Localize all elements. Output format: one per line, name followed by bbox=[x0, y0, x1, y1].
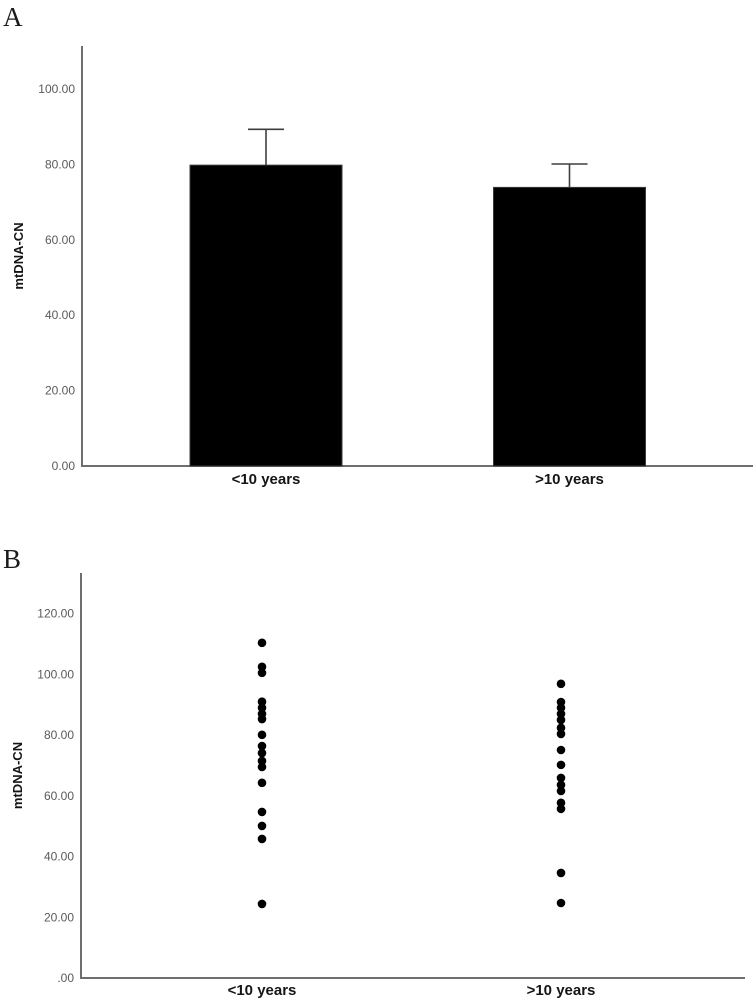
data-point bbox=[257, 662, 267, 672]
x-category-label: >10 years bbox=[527, 982, 596, 999]
data-point bbox=[257, 638, 267, 648]
y-tick-label: 0.00 bbox=[52, 459, 76, 473]
y-tick-label: 20.00 bbox=[44, 910, 74, 924]
data-point bbox=[556, 745, 566, 755]
y-axis-title: mtDNA-CN bbox=[11, 222, 26, 289]
y-tick-label: 100.00 bbox=[37, 667, 74, 681]
data-point bbox=[556, 786, 566, 796]
data-point bbox=[257, 778, 267, 788]
data-point bbox=[257, 807, 267, 817]
y-axis-title: mtDNA-CN bbox=[10, 742, 25, 809]
data-point bbox=[556, 679, 566, 689]
panel-b-label: B bbox=[3, 544, 22, 574]
panel-a-label: A bbox=[3, 2, 23, 32]
data-point bbox=[257, 714, 267, 724]
data-point bbox=[556, 868, 566, 878]
bar bbox=[189, 164, 343, 467]
y-tick-label: 100.00 bbox=[38, 82, 75, 96]
y-tick-label: 80.00 bbox=[45, 157, 75, 171]
data-point bbox=[257, 834, 267, 844]
y-tick-label: 40.00 bbox=[45, 308, 75, 322]
y-tick-label: 120.00 bbox=[37, 607, 74, 621]
data-point bbox=[257, 730, 267, 740]
data-point bbox=[556, 760, 566, 770]
data-point bbox=[257, 899, 267, 909]
data-point bbox=[556, 723, 566, 733]
x-category-label: <10 years bbox=[232, 471, 301, 488]
data-point bbox=[556, 703, 566, 713]
data-point bbox=[257, 741, 267, 751]
data-point bbox=[556, 798, 566, 808]
data-point bbox=[257, 703, 267, 713]
data-point bbox=[257, 748, 267, 758]
y-tick-label: 20.00 bbox=[45, 384, 75, 398]
data-point bbox=[257, 668, 267, 678]
data-point bbox=[556, 773, 566, 783]
y-tick-label: 40.00 bbox=[44, 850, 74, 864]
y-tick-label: 60.00 bbox=[45, 233, 75, 247]
y-tick-label: .00 bbox=[57, 971, 74, 985]
x-category-label: <10 years bbox=[228, 982, 297, 999]
data-point bbox=[556, 729, 566, 739]
y-tick-label: 80.00 bbox=[44, 728, 74, 742]
data-point bbox=[556, 709, 566, 719]
data-point bbox=[257, 697, 267, 707]
data-point bbox=[257, 821, 267, 831]
bar bbox=[493, 186, 646, 467]
data-point bbox=[556, 780, 566, 790]
bar-chart-panel-a: 0.00 20.00 40.00 60.00 80.00 100.00 <10 years >… bbox=[11, 46, 753, 488]
data-point bbox=[257, 762, 267, 772]
data-point bbox=[257, 756, 267, 766]
data-point bbox=[556, 715, 566, 725]
data-point bbox=[556, 804, 566, 814]
x-category-label: >10 years bbox=[535, 471, 604, 488]
dot-plot-panel-b: .00 20.00 40.00 60.00 80.00 100.00 120.00 <10 y… bbox=[10, 573, 745, 999]
data-point bbox=[556, 898, 566, 908]
y-tick-label: 60.00 bbox=[44, 789, 74, 803]
